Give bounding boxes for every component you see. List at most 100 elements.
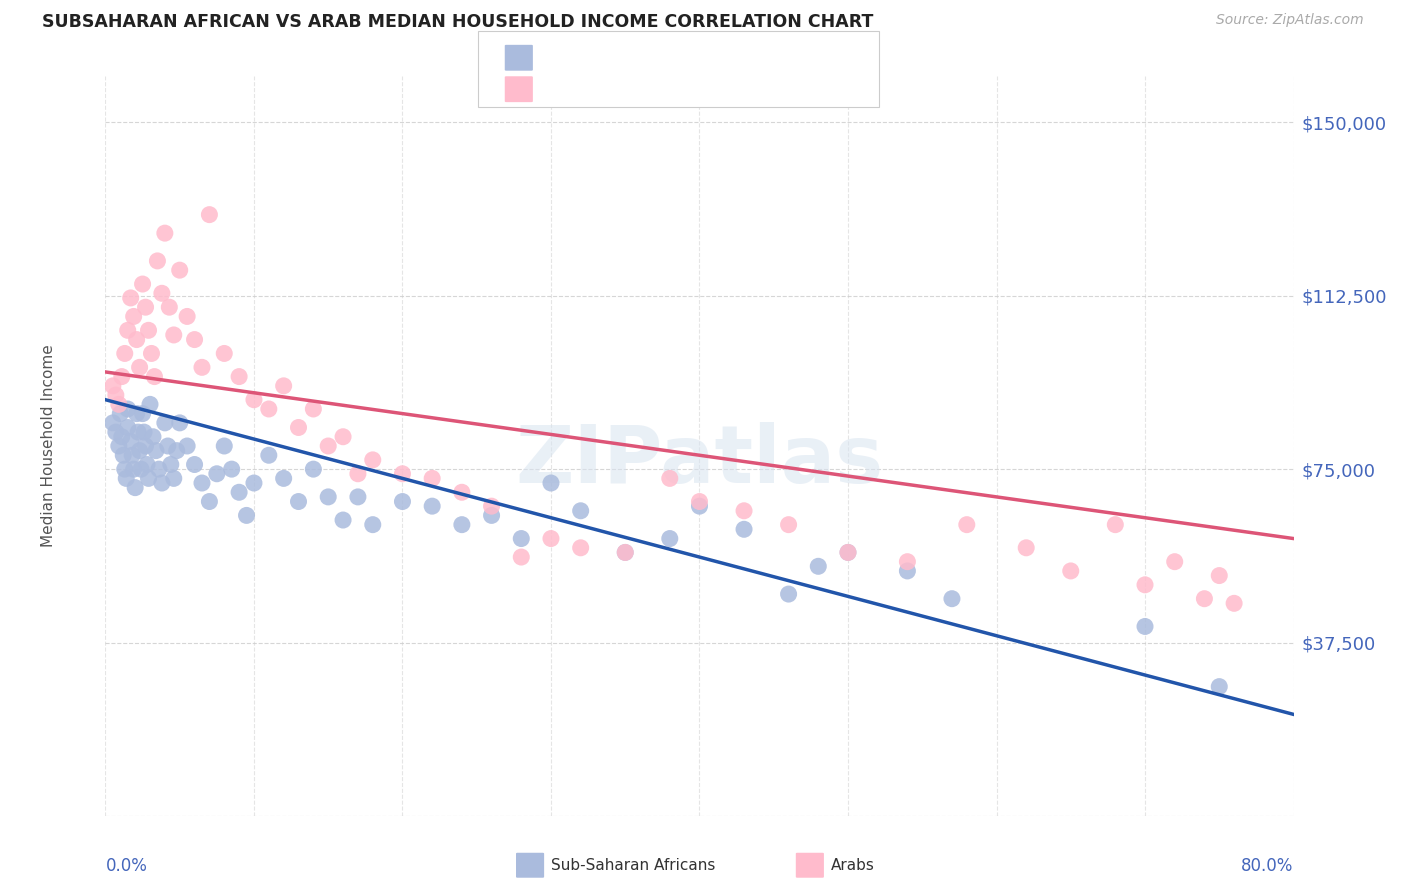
Point <box>332 513 354 527</box>
Point <box>316 439 339 453</box>
Point <box>896 555 918 569</box>
Point <box>1194 591 1216 606</box>
Point <box>128 360 150 375</box>
Point <box>191 360 214 375</box>
Point <box>510 549 533 565</box>
Point <box>689 499 711 513</box>
Point <box>214 346 236 360</box>
Text: Median Household Income: Median Household Income <box>41 344 56 548</box>
Point <box>104 388 127 402</box>
Point <box>198 208 221 222</box>
Point <box>135 300 157 314</box>
Point <box>287 420 309 434</box>
Point <box>1223 596 1246 610</box>
Point <box>420 499 443 513</box>
Point <box>156 439 179 453</box>
Text: N =: N = <box>672 80 709 98</box>
Point <box>117 420 139 434</box>
Point <box>120 434 142 449</box>
Text: -0.252: -0.252 <box>585 80 644 98</box>
Point <box>127 425 149 439</box>
Point <box>569 504 592 518</box>
Text: R =: R = <box>546 49 582 67</box>
Point <box>361 517 384 532</box>
Point <box>166 443 188 458</box>
Point <box>778 587 800 601</box>
Point <box>150 476 173 491</box>
Text: R =: R = <box>546 80 582 98</box>
Point <box>114 346 136 360</box>
Point <box>153 226 176 240</box>
Point <box>1060 564 1083 578</box>
Point <box>131 407 153 421</box>
Point <box>941 591 963 606</box>
Text: 59: 59 <box>711 80 734 98</box>
Point <box>243 476 266 491</box>
Point <box>658 532 681 546</box>
Point <box>510 532 533 546</box>
Point <box>778 517 800 532</box>
Point <box>112 448 135 462</box>
Point <box>143 369 166 384</box>
Point <box>273 471 295 485</box>
Point <box>347 467 370 481</box>
Point <box>104 425 127 439</box>
Point <box>111 430 134 444</box>
Point <box>108 397 131 411</box>
Point <box>125 333 148 347</box>
Text: 0.0%: 0.0% <box>105 857 148 875</box>
Point <box>235 508 257 523</box>
Point <box>228 485 250 500</box>
Point <box>117 323 139 337</box>
Point <box>117 402 139 417</box>
Point <box>138 471 160 485</box>
Point <box>302 462 325 476</box>
Point <box>183 458 205 472</box>
Point <box>214 439 236 453</box>
Point <box>420 471 443 485</box>
Point <box>122 310 145 324</box>
Text: ZIPatlas: ZIPatlas <box>516 422 883 500</box>
Point <box>243 392 266 407</box>
Point <box>540 476 562 491</box>
Point <box>163 328 186 343</box>
Point <box>391 494 413 508</box>
Point <box>228 369 250 384</box>
Point <box>257 402 280 417</box>
Point <box>205 467 228 481</box>
Point <box>1164 555 1187 569</box>
Point <box>176 439 198 453</box>
Point <box>145 443 167 458</box>
Point <box>146 254 169 268</box>
Point <box>120 291 142 305</box>
Point <box>159 458 181 472</box>
Point <box>141 346 163 360</box>
Point <box>114 462 136 476</box>
Text: Sub-Saharan Africans: Sub-Saharan Africans <box>551 858 716 872</box>
Point <box>689 494 711 508</box>
Point <box>837 545 859 559</box>
Point <box>481 499 503 513</box>
Point <box>198 494 221 508</box>
Point <box>169 263 191 277</box>
Point <box>139 397 162 411</box>
Point <box>157 300 180 314</box>
Point <box>132 425 155 439</box>
Point <box>569 541 592 555</box>
Point <box>450 517 472 532</box>
Point <box>257 448 280 462</box>
Point <box>136 458 159 472</box>
Text: 70: 70 <box>711 49 734 67</box>
Point <box>733 504 755 518</box>
Point <box>1208 680 1230 694</box>
Point <box>108 439 131 453</box>
Point <box>1104 517 1126 532</box>
Point <box>110 407 132 421</box>
Point <box>332 430 354 444</box>
Point <box>111 369 134 384</box>
Text: -0.691: -0.691 <box>585 49 644 67</box>
Point <box>153 416 176 430</box>
Point <box>115 471 138 485</box>
Point <box>101 379 124 393</box>
Point <box>142 430 165 444</box>
